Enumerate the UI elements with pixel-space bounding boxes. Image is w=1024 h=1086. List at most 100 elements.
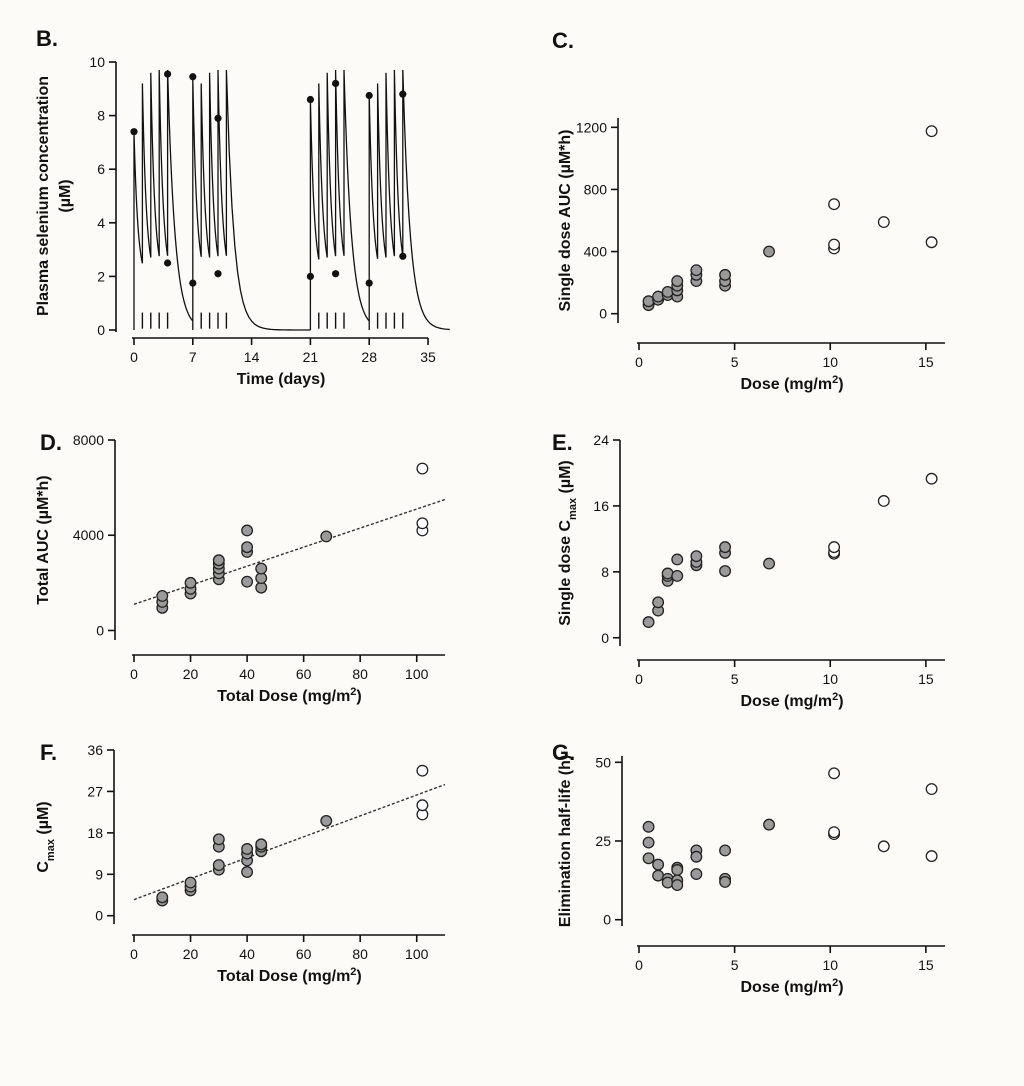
regression-line	[133, 783, 446, 901]
y-tick-label: 9	[95, 866, 103, 882]
sample-point	[164, 259, 172, 267]
x-tick-label: 0	[635, 671, 643, 687]
regression-line	[133, 498, 446, 605]
y-tick-label: 24	[593, 432, 609, 448]
x-tick-label: 7	[189, 349, 197, 365]
x-tick-label: 35	[420, 349, 436, 365]
panel-e: 0 5 10 15 0 8 16 24 E. Dose (mg/m2) Single dose Cm…	[552, 430, 945, 710]
sample-point	[189, 279, 197, 287]
data-point-filled	[690, 264, 703, 277]
data-point-filled	[184, 876, 197, 889]
y-axis-title: Single dose Cmax (µM)	[557, 460, 579, 625]
x-tick-label: 15	[918, 354, 934, 370]
panel-d: 0 20 40 60 80 100 0 4000 8000 D. Total Dose (mg/m2…	[35, 430, 446, 705]
y-tick-label: 36	[87, 742, 103, 758]
x-tick-label: 0	[130, 946, 138, 962]
y-tick-label: 800	[584, 181, 608, 197]
y-axis-title: Elimination half-life (h)	[557, 755, 574, 927]
x-axis-title: Total Dose (mg/m2)	[217, 686, 362, 705]
data-point-filled	[671, 864, 684, 876]
data-point-filled	[241, 575, 254, 588]
y-tick-label: 16	[593, 498, 609, 514]
data-point-filled	[671, 275, 684, 288]
data-point-open	[416, 517, 429, 530]
x-tick-label: 0	[130, 349, 138, 365]
x-axis-title: Dose (mg/m2)	[740, 374, 843, 393]
x-tick-label: 15	[918, 671, 934, 687]
y-tick-label: 8	[97, 108, 105, 124]
y-axis-title: Single dose AUC (µM*h)	[557, 130, 574, 312]
y-tick-label: 0	[96, 622, 104, 638]
data-point-open	[828, 826, 841, 839]
y-tick-label: 0	[599, 306, 607, 322]
y-axis-title: Total AUC (µM*h)	[35, 475, 52, 604]
x-tick-label: 20	[183, 946, 199, 962]
data-point-filled	[642, 820, 655, 833]
data-point-open	[877, 840, 890, 853]
data-point-filled	[320, 814, 333, 827]
x-tick-label: 60	[296, 946, 312, 962]
data-point-filled	[719, 268, 732, 281]
x-tick-label: 10	[822, 671, 838, 687]
data-point-filled	[671, 879, 684, 892]
data-point-filled	[156, 891, 169, 904]
x-tick-label: 60	[296, 666, 312, 682]
sample-point	[306, 272, 314, 280]
data-point-open	[925, 236, 938, 249]
data-point-filled	[184, 576, 197, 589]
data-point-filled	[719, 565, 732, 577]
y-tick-label: 27	[87, 783, 103, 799]
data-point-filled	[320, 530, 333, 543]
data-point-open	[925, 850, 938, 863]
x-tick-label: 5	[731, 671, 739, 687]
sample-point	[306, 95, 314, 104]
y-axis-title-unit: (µM)	[57, 179, 74, 212]
data-point-filled	[642, 616, 655, 629]
y-tick-label: 25	[595, 833, 611, 849]
data-point-filled	[690, 550, 703, 563]
panel-label: G.	[552, 740, 575, 765]
y-tick-label: 50	[595, 754, 611, 770]
data-point-filled	[719, 541, 732, 554]
y-tick-label: 0	[97, 322, 105, 338]
x-tick-label: 21	[303, 349, 319, 365]
data-point-filled	[212, 859, 225, 872]
data-point-filled	[255, 562, 268, 575]
data-point-filled	[719, 844, 732, 857]
sample-point	[214, 270, 222, 278]
panel-c: 0 5 10 15 0 400 800 1200 C. Dose (mg/m2) Single do…	[552, 28, 945, 393]
sample-point	[332, 79, 340, 88]
x-tick-label: 10	[822, 957, 838, 973]
y-axis-title: Plasma selenium concentration	[35, 76, 52, 316]
data-point-filled	[212, 554, 225, 567]
sample-point	[164, 70, 172, 78]
sample-point	[189, 73, 197, 81]
x-tick-label: 0	[635, 354, 643, 370]
x-tick-label: 0	[130, 666, 138, 682]
y-tick-label: 4000	[73, 527, 104, 543]
data-point-filled	[241, 843, 254, 855]
sample-point	[332, 270, 340, 278]
data-point-filled	[652, 858, 665, 871]
data-point-filled	[642, 836, 655, 849]
data-point-filled	[719, 875, 732, 888]
data-point-open	[925, 783, 938, 796]
data-point-filled	[763, 557, 776, 570]
x-axis-title: Time (days)	[237, 371, 326, 388]
concentration-curve	[133, 70, 450, 331]
y-tick-label: 1200	[576, 119, 607, 135]
data-point-filled	[690, 850, 703, 863]
panel-label: B.	[36, 26, 58, 51]
data-point-open	[828, 238, 841, 251]
panel-label: E.	[552, 430, 573, 455]
x-tick-label: 28	[361, 349, 377, 365]
data-point-open	[416, 764, 429, 777]
y-tick-label: 0	[95, 908, 103, 924]
data-point-filled	[661, 876, 674, 889]
data-point-filled	[671, 570, 684, 582]
sample-point	[399, 90, 407, 98]
y-tick-label: 8	[601, 564, 609, 580]
data-point-open	[877, 216, 890, 229]
data-point-open	[828, 767, 841, 780]
